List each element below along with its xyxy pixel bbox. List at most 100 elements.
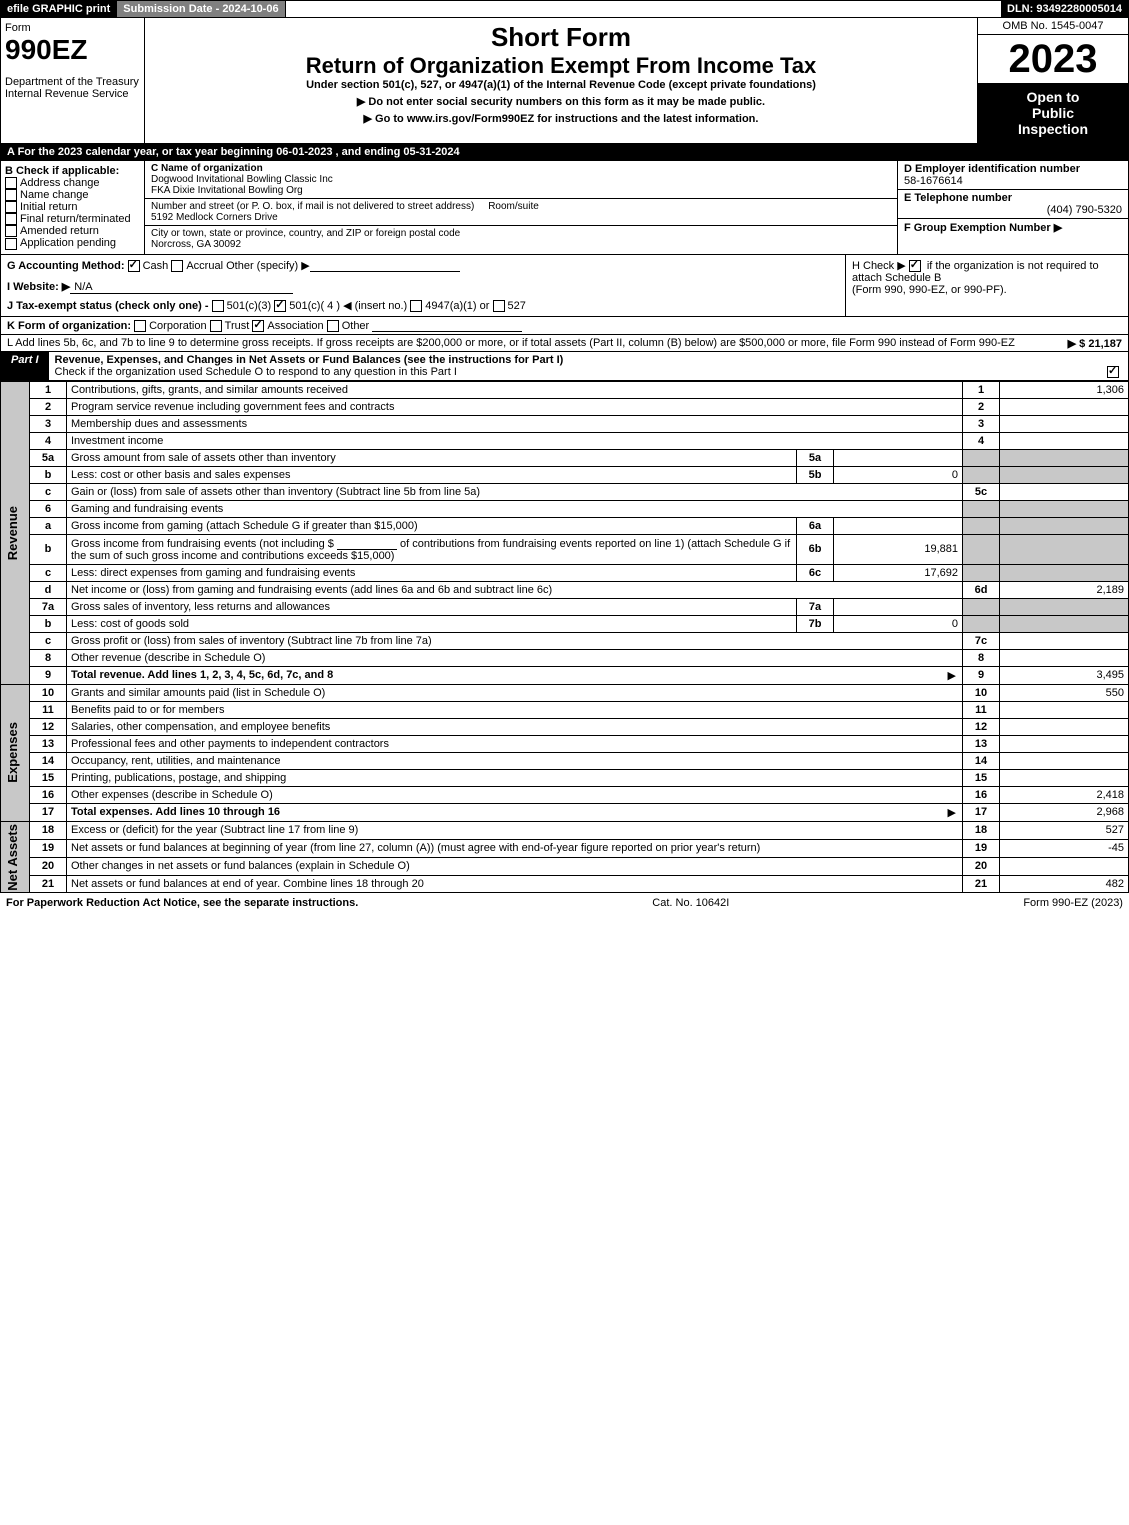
ein-value: 58-1676614 bbox=[904, 175, 963, 187]
top-bar: efile GRAPHIC print Submission Date - 20… bbox=[0, 0, 1129, 18]
omb: OMB No. 1545-0047 bbox=[978, 18, 1128, 35]
g-cash-check[interactable] bbox=[128, 260, 140, 272]
h-block: H Check ▶ if the organization is not req… bbox=[845, 255, 1128, 316]
col-c: C Name of organization Dogwood Invitatio… bbox=[145, 161, 897, 254]
val-18: 527 bbox=[1000, 821, 1129, 839]
website-value: N/A bbox=[70, 281, 292, 294]
d-block: D Employer identification number 58-1676… bbox=[898, 161, 1128, 190]
line-7c: Gross profit or (loss) from sales of inv… bbox=[67, 632, 963, 649]
part1-header: Part I Revenue, Expenses, and Changes in… bbox=[0, 352, 1129, 381]
efile-label: efile GRAPHIC print bbox=[1, 1, 117, 17]
row-k: K Form of organization: Corporation Trus… bbox=[0, 317, 1129, 335]
footer-right: Form 990-EZ (2023) bbox=[1023, 897, 1123, 909]
form-header: Form 990EZ Department of the Treasury In… bbox=[0, 18, 1129, 144]
b-opt-2[interactable]: Initial return bbox=[5, 201, 140, 213]
line-6: Gaming and fundraising events bbox=[67, 500, 963, 517]
ghij-left: G Accounting Method: Cash Accrual Other … bbox=[1, 255, 845, 316]
b-opt-1[interactable]: Name change bbox=[5, 189, 140, 201]
line-20: Other changes in net assets or fund bala… bbox=[67, 857, 963, 875]
part1-check[interactable] bbox=[1107, 366, 1119, 378]
val-17: 2,968 bbox=[1000, 803, 1129, 821]
val-6b: 19,881 bbox=[834, 534, 963, 564]
b-opt-3[interactable]: Final return/terminated bbox=[5, 213, 140, 225]
line-5b: Less: cost or other basis and sales expe… bbox=[67, 466, 797, 483]
footer-left: For Paperwork Reduction Act Notice, see … bbox=[6, 897, 358, 909]
j-o2[interactable] bbox=[274, 300, 286, 312]
b-opt-0[interactable]: Address change bbox=[5, 177, 140, 189]
goto-link[interactable]: ▶ Go to www.irs.gov/Form990EZ for instru… bbox=[149, 112, 973, 125]
return-title: Return of Organization Exempt From Incom… bbox=[149, 53, 973, 79]
val-1: 1,306 bbox=[1000, 381, 1129, 398]
city-value: Norcross, GA 30092 bbox=[151, 239, 241, 250]
col-b: B Check if applicable: Address change Na… bbox=[1, 161, 145, 254]
org-fka: FKA Dixie Invitational Bowling Org bbox=[151, 185, 303, 196]
line-6a: Gross income from gaming (attach Schedul… bbox=[67, 517, 797, 534]
b-label: B Check if applicable: bbox=[5, 165, 140, 177]
open-public: Open to Public Inspection bbox=[978, 83, 1128, 143]
g-row: G Accounting Method: Cash Accrual Other … bbox=[7, 259, 839, 272]
dln: DLN: 93492280005014 bbox=[1001, 1, 1128, 17]
line-1: Contributions, gifts, grants, and simila… bbox=[67, 381, 963, 398]
line-17: Total expenses. Add lines 10 through 16 bbox=[67, 803, 963, 821]
header-right: OMB No. 1545-0047 2023 Open to Public In… bbox=[977, 18, 1128, 143]
form-number: 990EZ bbox=[5, 34, 140, 66]
val-21: 482 bbox=[1000, 875, 1129, 893]
revenue-label: Revenue bbox=[5, 506, 20, 560]
row-l: L Add lines 5b, 6c, and 7b to line 9 to … bbox=[0, 335, 1129, 352]
line-12: Salaries, other compensation, and employ… bbox=[67, 718, 963, 735]
g-accrual-check[interactable] bbox=[171, 260, 183, 272]
submission-date: Submission Date - 2024-10-06 bbox=[117, 1, 285, 17]
org-name: Dogwood Invitational Bowling Classic Inc bbox=[151, 174, 333, 185]
val-16: 2,418 bbox=[1000, 786, 1129, 803]
f-block: F Group Exemption Number ▶ bbox=[898, 219, 1128, 236]
line-16: Other expenses (describe in Schedule O) bbox=[67, 786, 963, 803]
b-opt-4[interactable]: Amended return bbox=[5, 225, 140, 237]
val-7b: 0 bbox=[834, 615, 963, 632]
short-form-title: Short Form bbox=[149, 22, 973, 53]
b-opt-5[interactable]: Application pending bbox=[5, 237, 140, 249]
irs: Internal Revenue Service bbox=[5, 88, 140, 100]
line-6b: Gross income from fundraising events (no… bbox=[67, 534, 797, 564]
line-10: Grants and similar amounts paid (list in… bbox=[67, 684, 963, 701]
under-section: Under section 501(c), 527, or 4947(a)(1)… bbox=[149, 79, 973, 91]
val-6d: 2,189 bbox=[1000, 581, 1129, 598]
j-o1[interactable] bbox=[212, 300, 224, 312]
val-6c: 17,692 bbox=[834, 564, 963, 581]
h-check[interactable] bbox=[909, 260, 921, 272]
line-3: Membership dues and assessments bbox=[67, 415, 963, 432]
k-o1[interactable] bbox=[134, 320, 146, 332]
line-15: Printing, publications, postage, and shi… bbox=[67, 769, 963, 786]
block-ghij: G Accounting Method: Cash Accrual Other … bbox=[0, 255, 1129, 317]
netassets-label: Net Assets bbox=[5, 824, 20, 891]
line-13: Professional fees and other payments to … bbox=[67, 735, 963, 752]
block-bcdef: B Check if applicable: Address change Na… bbox=[0, 161, 1129, 255]
k-o3[interactable] bbox=[252, 320, 264, 332]
line-8: Other revenue (describe in Schedule O) bbox=[67, 649, 963, 666]
header-center: Short Form Return of Organization Exempt… bbox=[145, 18, 977, 143]
line-14: Occupancy, rent, utilities, and maintena… bbox=[67, 752, 963, 769]
k-o4[interactable] bbox=[327, 320, 339, 332]
line-11: Benefits paid to or for members bbox=[67, 701, 963, 718]
phone-value: (404) 790-5320 bbox=[904, 204, 1122, 216]
line-6c: Less: direct expenses from gaming and fu… bbox=[67, 564, 797, 581]
form-word: Form bbox=[5, 22, 140, 34]
val-5b: 0 bbox=[834, 466, 963, 483]
part1-label: Part I bbox=[1, 352, 49, 380]
line-2: Program service revenue including govern… bbox=[67, 398, 963, 415]
j-o3[interactable] bbox=[410, 300, 422, 312]
val-9: 3,495 bbox=[1000, 666, 1129, 684]
j-o4[interactable] bbox=[493, 300, 505, 312]
val-10: 550 bbox=[1000, 684, 1129, 701]
line-19: Net assets or fund balances at beginning… bbox=[67, 839, 963, 857]
line-9: Total revenue. Add lines 1, 2, 3, 4, 5c,… bbox=[67, 666, 963, 684]
k-o2[interactable] bbox=[210, 320, 222, 332]
lines-table: Revenue 1Contributions, gifts, grants, a… bbox=[0, 381, 1129, 894]
line-21: Net assets or fund balances at end of ye… bbox=[67, 875, 963, 893]
col-def: D Employer identification number 58-1676… bbox=[897, 161, 1128, 254]
e-block: E Telephone number (404) 790-5320 bbox=[898, 190, 1128, 219]
val-19: -45 bbox=[1000, 839, 1129, 857]
section-a: A For the 2023 calendar year, or tax yea… bbox=[0, 144, 1129, 161]
line-5c: Gain or (loss) from sale of assets other… bbox=[67, 483, 963, 500]
street-value: 5192 Medlock Corners Drive bbox=[151, 212, 278, 223]
i-row: I Website: ▶N/A bbox=[7, 280, 839, 293]
